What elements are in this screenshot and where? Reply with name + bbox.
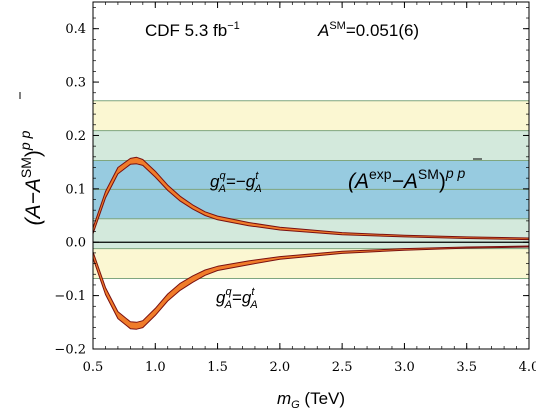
y-tick-label: −0.1 [54,289,86,304]
x-tick-label: 4.0 [519,360,536,375]
x-tick-label: 2.0 [270,360,291,375]
experiment-text: CDF 5.3 fb [145,21,227,40]
band-label: (Aexp−ASM)p p [348,165,466,193]
x-tick-label: 3.5 [456,360,477,375]
x-tick-label: 3.0 [394,360,415,375]
y-tick-label: 0.1 [65,182,86,197]
curve-band-1 [93,245,529,330]
curve-band-0 [93,156,529,241]
x-axis-label: mG (TeV) [277,389,345,411]
upper-curve-label: gq A=−gt A [210,170,262,195]
uncertainty-bands [93,100,529,280]
asm-label: ASM=0.051(6) [317,20,419,40]
y-tick-label: 0.4 [65,22,86,37]
asm-rest: =0.051(6) [346,21,419,40]
y-tick-label: 0.0 [65,236,86,251]
y-axis-label: (A−ASM)p p [17,130,45,225]
axis-ticks: −0.2 −0.1 0.0 0.1 0.2 0.3 0.4 0.5 1.0 1.5 2.0 2.5 3.… [54,2,536,375]
lower-curve-label: gq A=gt A [216,286,258,311]
x-tick-label: 1.0 [145,360,166,375]
asm-base: A [317,21,329,40]
plot-frame [92,1,530,350]
x-tick-label: 1.5 [207,360,228,375]
experiment-label: CDF 5.3 fb−1 [145,20,240,40]
y-tick-label: −0.2 [54,343,86,358]
x-tick-label: 0.5 [83,360,104,375]
y-tick-label: 0.3 [65,76,86,91]
asm-sup: SM [329,20,346,32]
experiment-sup: −1 [227,20,240,32]
y-tick-label: 0.2 [65,129,86,144]
x-tick-label: 2.5 [332,360,353,375]
curves [93,156,529,330]
